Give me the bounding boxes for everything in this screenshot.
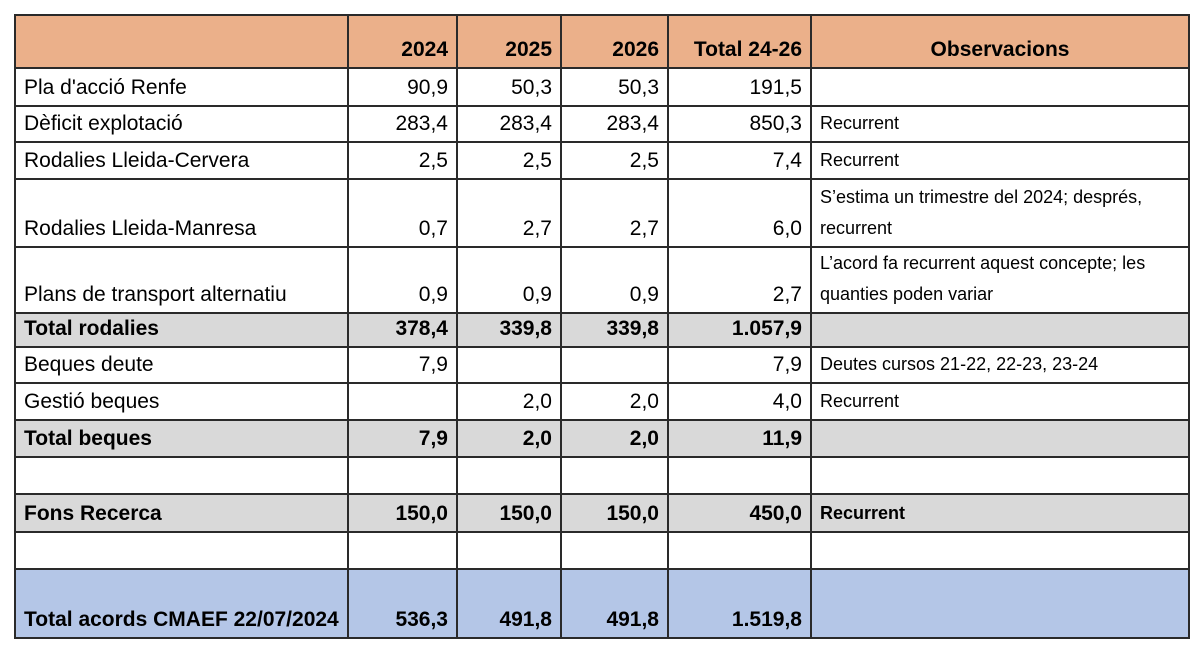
cell-2024: 378,4 <box>347 312 458 348</box>
cell-observations: Recurrent <box>810 105 1190 143</box>
table-row: Total rodalies 378,4 339,8 339,8 1.057,9 <box>14 312 1190 348</box>
row-label: Rodalies Lleida-Cervera <box>14 141 349 180</box>
cell-observations <box>810 67 1190 107</box>
table-row <box>14 531 1190 570</box>
header-total: Total 24-26 <box>667 14 812 69</box>
cell-total: 7,9 <box>667 346 812 384</box>
cell-2025: 0,9 <box>456 246 562 314</box>
row-label: Dèficit explotació <box>14 105 349 143</box>
cell-observations: Recurrent <box>810 493 1190 533</box>
cell-2025: 2,7 <box>456 178 562 248</box>
row-label: Plans de transport alternatiu <box>14 246 349 314</box>
header-observations: Observacions <box>810 14 1190 69</box>
cell-total: 6,0 <box>667 178 812 248</box>
header-2025: 2025 <box>456 14 562 69</box>
table-row: Rodalies Lleida-Cervera 2,5 2,5 2,5 7,4 Recur… <box>14 141 1190 180</box>
cell-2024 <box>347 382 458 421</box>
cell-2025: 491,8 <box>456 568 562 639</box>
budget-table: 2024 2025 2026 Total 24-26 Observacions … <box>14 14 1190 639</box>
table-row: Plans de transport alternatiu 0,9 0,9 0,9 2,… <box>14 246 1190 314</box>
row-label: Total acords CMAEF 22/07/2024 <box>14 568 349 639</box>
cell-observations: Recurrent <box>810 382 1190 421</box>
cell-2026: 50,3 <box>560 67 669 107</box>
row-label: Gestió beques <box>14 382 349 421</box>
cell-2026: 0,9 <box>560 246 669 314</box>
cell-2026: 2,0 <box>560 382 669 421</box>
row-label <box>14 531 349 570</box>
cell-observations: Deutes cursos 21-22, 22-23, 23-24 <box>810 346 1190 384</box>
cell-observations <box>810 312 1190 348</box>
cell-2025: 2,0 <box>456 382 562 421</box>
cell-2025: 50,3 <box>456 67 562 107</box>
cell-observations <box>810 419 1190 458</box>
cell-2026 <box>560 531 669 570</box>
cell-observations: L’acord fa recurrent aquest concepte; le… <box>810 246 1190 314</box>
cell-2025: 283,4 <box>456 105 562 143</box>
header-2026: 2026 <box>560 14 669 69</box>
table-row: Total acords CMAEF 22/07/2024 536,3 491,8 4… <box>14 568 1190 639</box>
cell-total: 1.057,9 <box>667 312 812 348</box>
cell-observations <box>810 531 1190 570</box>
row-label: Pla d'acció Renfe <box>14 67 349 107</box>
cell-observations <box>810 568 1190 639</box>
table-row: Beques deute 7,9 7,9 Deutes cursos 21-22, 2… <box>14 346 1190 384</box>
header-label <box>14 14 349 69</box>
cell-2024 <box>347 456 458 495</box>
cell-total: 4,0 <box>667 382 812 421</box>
row-label: Beques deute <box>14 346 349 384</box>
cell-2024: 90,9 <box>347 67 458 107</box>
header-2024: 2024 <box>347 14 458 69</box>
cell-2025 <box>456 346 562 384</box>
cell-total: 11,9 <box>667 419 812 458</box>
cell-observations: Recurrent <box>810 141 1190 180</box>
cell-2026: 150,0 <box>560 493 669 533</box>
row-label: Fons Recerca <box>14 493 349 533</box>
cell-total: 2,7 <box>667 246 812 314</box>
cell-total: 850,3 <box>667 105 812 143</box>
cell-2025: 150,0 <box>456 493 562 533</box>
cell-total: 1.519,8 <box>667 568 812 639</box>
cell-2024: 7,9 <box>347 346 458 384</box>
cell-total: 191,5 <box>667 67 812 107</box>
row-label <box>14 456 349 495</box>
cell-observations: S’estima un trimestre del 2024; després,… <box>810 178 1190 248</box>
cell-2026: 491,8 <box>560 568 669 639</box>
cell-2024: 0,7 <box>347 178 458 248</box>
row-label: Total beques <box>14 419 349 458</box>
cell-2024: 7,9 <box>347 419 458 458</box>
cell-total <box>667 531 812 570</box>
row-label: Rodalies Lleida-Manresa <box>14 178 349 248</box>
cell-2026: 283,4 <box>560 105 669 143</box>
cell-total: 7,4 <box>667 141 812 180</box>
cell-2026: 2,7 <box>560 178 669 248</box>
cell-2024: 0,9 <box>347 246 458 314</box>
cell-total: 450,0 <box>667 493 812 533</box>
table-row <box>14 456 1190 495</box>
cell-2025: 2,5 <box>456 141 562 180</box>
cell-2025: 2,0 <box>456 419 562 458</box>
table-row: Rodalies Lleida-Manresa 0,7 2,7 2,7 6,0 S’est… <box>14 178 1190 248</box>
cell-2026: 339,8 <box>560 312 669 348</box>
header-row: 2024 2025 2026 Total 24-26 Observacions <box>14 14 1190 69</box>
cell-2026 <box>560 346 669 384</box>
table-row: Total beques 7,9 2,0 2,0 11,9 <box>14 419 1190 458</box>
cell-2025: 339,8 <box>456 312 562 348</box>
cell-2026: 2,5 <box>560 141 669 180</box>
cell-2025 <box>456 456 562 495</box>
cell-2025 <box>456 531 562 570</box>
row-label: Total rodalies <box>14 312 349 348</box>
cell-2026 <box>560 456 669 495</box>
cell-total <box>667 456 812 495</box>
cell-2024 <box>347 531 458 570</box>
table-row: Gestió beques 2,0 2,0 4,0 Recurrent <box>14 382 1190 421</box>
cell-2024: 150,0 <box>347 493 458 533</box>
cell-2024: 536,3 <box>347 568 458 639</box>
cell-2024: 2,5 <box>347 141 458 180</box>
table-row: Fons Recerca 150,0 150,0 150,0 450,0 Recurren… <box>14 493 1190 533</box>
table-row: Dèficit explotació 283,4 283,4 283,4 850,3 Re… <box>14 105 1190 143</box>
table-row: Pla d'acció Renfe 90,9 50,3 50,3 191,5 <box>14 67 1190 107</box>
cell-2026: 2,0 <box>560 419 669 458</box>
cell-observations <box>810 456 1190 495</box>
cell-2024: 283,4 <box>347 105 458 143</box>
